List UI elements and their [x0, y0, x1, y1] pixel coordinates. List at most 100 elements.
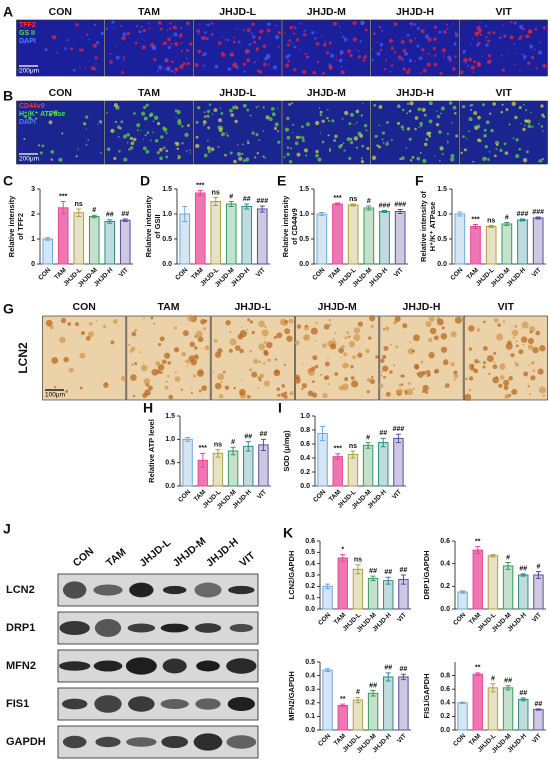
micrograph-texture: [307, 390, 314, 397]
blot-band: [127, 623, 156, 633]
micrograph-texture: [521, 321, 529, 329]
bar: [337, 705, 348, 731]
micrograph-texture: [196, 29, 200, 33]
micrograph-texture: [146, 131, 150, 135]
micrograph-texture: [132, 394, 136, 398]
micrograph-texture: [249, 114, 252, 117]
micrograph-texture: [170, 69, 174, 73]
micrograph-texture: [327, 119, 331, 122]
panel-letter: H: [143, 400, 153, 416]
micrograph-texture: [67, 322, 72, 326]
micrograph-texture: [375, 355, 379, 359]
micrograph-texture: [468, 57, 472, 62]
micrograph-texture: [340, 31, 342, 34]
micrograph-texture: [334, 332, 336, 334]
micrograph-texture: [314, 37, 317, 40]
micrograph-texture: [378, 145, 382, 149]
stain-label: GS II: [19, 30, 35, 37]
error-bar: [475, 672, 481, 677]
error-bar: [504, 222, 510, 226]
x-tick-label: CON: [311, 266, 326, 281]
micrograph-texture: [201, 385, 208, 391]
y-tick-label: 0.6: [440, 538, 450, 545]
micrograph-texture: [284, 328, 291, 335]
bar: [322, 669, 333, 731]
micrograph-texture: [360, 114, 363, 117]
error-bar: [213, 197, 219, 206]
micrograph-texture: [327, 134, 330, 137]
micrograph-texture: [522, 158, 528, 163]
error-bar: [520, 573, 526, 577]
micrograph-texture: [224, 153, 227, 157]
micrograph-texture: [341, 383, 349, 391]
y-tick-label: 1.0: [162, 211, 172, 218]
blot-band: [226, 658, 257, 674]
micrograph-texture: [300, 125, 304, 129]
micrograph-texture: [401, 383, 404, 386]
micrograph-texture: [277, 393, 281, 397]
error-bar: [520, 697, 526, 702]
bar: [517, 219, 528, 265]
bar: [472, 549, 483, 610]
micrograph-texture: [65, 389, 69, 393]
micrograph-texture: [483, 134, 487, 138]
micrograph-texture: [483, 128, 487, 132]
x-tick-label: CON: [312, 488, 327, 503]
bar: [119, 219, 131, 265]
micrograph-texture: [288, 39, 292, 42]
micrograph-texture: [181, 125, 184, 128]
micrograph-texture: [315, 153, 319, 158]
significance-label: ns: [487, 217, 495, 224]
micrograph-texture: [236, 152, 242, 157]
micrograph-texture: [264, 56, 268, 61]
micrograph-texture: [238, 156, 243, 161]
micrograph-texture: [217, 145, 220, 149]
micrograph-texture: [473, 368, 479, 374]
micrograph-texture: [113, 103, 118, 108]
micrograph-texture: [432, 46, 436, 51]
micrograph-texture: [378, 124, 381, 126]
micrograph-texture: [72, 68, 76, 72]
micrograph-texture: [408, 59, 413, 63]
micrograph-texture: [514, 52, 516, 55]
micrograph-texture: [176, 109, 181, 115]
micrograph-texture: [165, 155, 169, 159]
micrograph-texture: [167, 361, 171, 365]
micrograph-texture: [305, 154, 308, 157]
micrograph-texture: [83, 122, 87, 126]
micrograph-texture: [340, 65, 343, 68]
y-tick-label: 1.0: [299, 211, 309, 218]
micrograph-texture: [96, 320, 98, 322]
micrograph-texture: [414, 127, 416, 129]
micrograph-texture: [150, 43, 155, 48]
micrograph-texture: [109, 52, 112, 55]
y-tick-label: 0.4: [305, 672, 315, 679]
micrograph-texture: [214, 64, 219, 69]
micrograph-texture: [511, 388, 518, 395]
error-bar: [350, 450, 356, 459]
micrograph-texture: [293, 68, 297, 72]
micrograph-texture: [402, 128, 405, 131]
micrograph-texture: [170, 42, 173, 45]
micrograph-texture: [538, 41, 541, 44]
micrograph-texture: [472, 71, 475, 73]
y-axis-label: LCN2/GAPDH: [287, 551, 296, 600]
micrograph-texture: [316, 31, 318, 33]
micrograph-texture: [428, 337, 433, 343]
micrograph-texture: [210, 22, 214, 25]
micrograph-texture: [349, 140, 354, 145]
micrograph-texture: [397, 55, 402, 60]
micrograph-texture: [379, 383, 384, 388]
bar: [533, 574, 544, 610]
micrograph-texture: [315, 41, 320, 46]
micrograph-texture: [163, 41, 168, 46]
micrograph-texture: [459, 70, 464, 75]
micrograph-texture: [446, 27, 449, 30]
micrograph-texture: [286, 116, 290, 121]
micrograph-texture: [173, 32, 178, 37]
micrograph-texture: [173, 347, 180, 353]
error-bar: [385, 576, 391, 585]
significance-label: #: [505, 214, 509, 221]
micrograph-texture: [436, 110, 438, 112]
micrograph-texture: [283, 155, 286, 158]
